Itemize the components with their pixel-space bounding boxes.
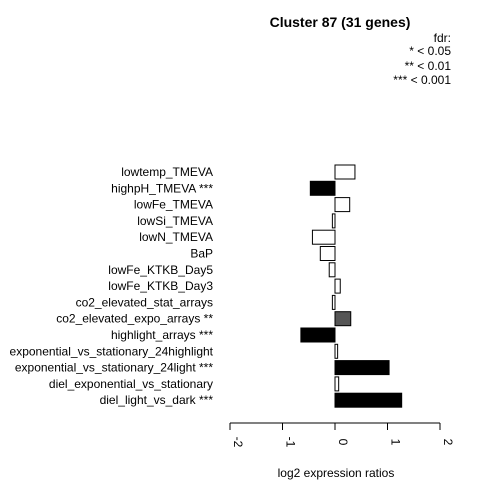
bar-12 bbox=[334, 360, 390, 376]
bar-11 bbox=[334, 343, 339, 359]
x-tick-label-3: 1 bbox=[389, 439, 403, 446]
legend-entry-fdr-005: * < 0.05 bbox=[409, 44, 451, 58]
bar-9 bbox=[334, 311, 352, 327]
category-label-6: lowFe_KTKB_Day5 bbox=[108, 263, 213, 277]
category-label-7: lowFe_KTKB_Day3 bbox=[108, 279, 213, 293]
bar-13 bbox=[334, 376, 340, 392]
bar-10 bbox=[300, 327, 336, 343]
category-label-12: exponential_vs_stationary_24light *** bbox=[15, 361, 213, 375]
bar-4 bbox=[311, 229, 336, 245]
x-tick-label-1: -1 bbox=[284, 437, 298, 448]
legend: fdr: * < 0.05 ** < 0.01 *** < 0.001 bbox=[393, 31, 451, 87]
category-label-11: exponential_vs_stationary_24highlight bbox=[10, 344, 214, 358]
bar-7 bbox=[334, 278, 341, 294]
bar-3 bbox=[331, 213, 336, 229]
bar-0 bbox=[334, 164, 356, 180]
legend-entry-fdr-001: ** < 0.01 bbox=[405, 59, 452, 73]
x-tick-label-0: -2 bbox=[231, 437, 245, 448]
x-tick-label-2: 0 bbox=[336, 439, 350, 446]
category-label-4: lowN_TMEVA bbox=[139, 230, 213, 244]
bar-5 bbox=[319, 246, 336, 261]
category-labels: lowtemp_TMEVA highpH_TMEVA *** lowFe_TMEVA… bbox=[10, 165, 214, 407]
x-tick-label-4: 2 bbox=[441, 439, 455, 446]
legend-entry-fdr-0001: *** < 0.001 bbox=[393, 73, 451, 87]
category-label-13: diel_exponential_vs_stationary bbox=[49, 377, 213, 391]
bar-1 bbox=[309, 180, 336, 196]
bars bbox=[300, 164, 403, 408]
category-label-0: lowtemp_TMEVA bbox=[121, 165, 213, 179]
chart-title: Cluster 87 (31 genes) bbox=[270, 14, 411, 30]
category-label-5: BaP bbox=[190, 247, 213, 261]
category-label-10: highlight_arrays *** bbox=[111, 328, 213, 342]
category-label-14: diel_light_vs_dark *** bbox=[100, 393, 214, 407]
x-axis: -2 -1 0 1 2 bbox=[229, 422, 455, 448]
bar-14 bbox=[334, 392, 403, 408]
category-label-2: lowFe_TMEVA bbox=[134, 198, 213, 212]
category-label-8: co2_elevated_stat_arrays bbox=[76, 295, 213, 309]
x-axis-label: log2 expression ratios bbox=[278, 466, 395, 480]
bar-2 bbox=[334, 197, 351, 213]
category-label-1: highpH_TMEVA *** bbox=[111, 181, 213, 195]
bar-6 bbox=[328, 262, 336, 278]
category-label-9: co2_elevated_expo_arrays ** bbox=[56, 312, 213, 326]
bar-8 bbox=[331, 294, 336, 310]
legend-title: fdr: bbox=[434, 31, 451, 45]
category-label-3: lowSi_TMEVA bbox=[137, 214, 213, 228]
